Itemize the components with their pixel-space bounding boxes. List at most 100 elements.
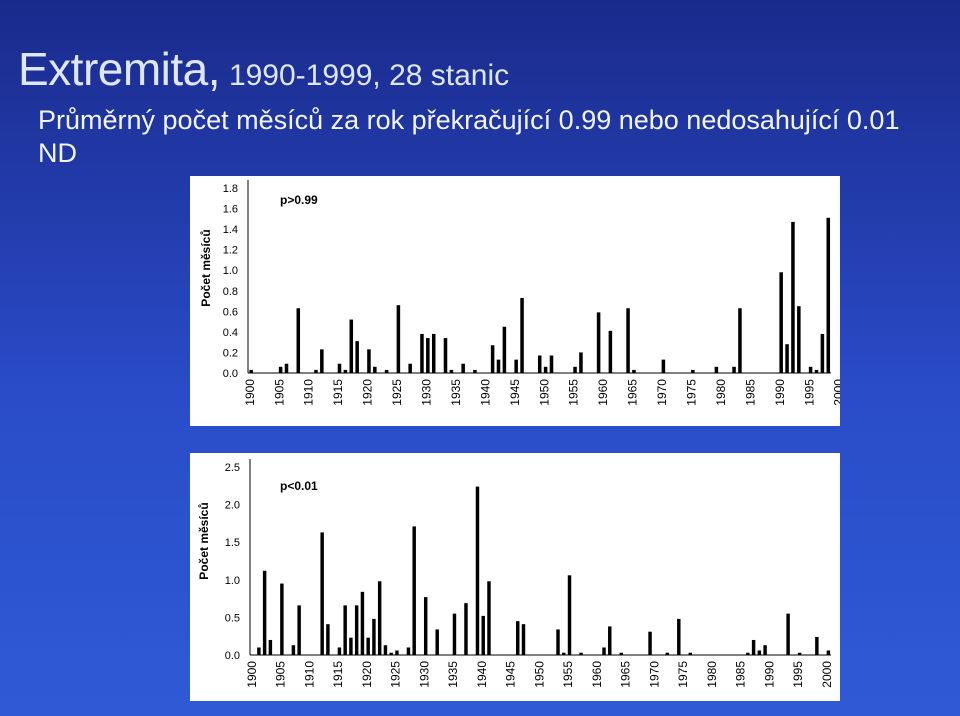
bar <box>373 366 377 373</box>
y-tick-label: 0.0 <box>225 650 240 662</box>
bar <box>384 369 389 373</box>
bar <box>278 366 283 373</box>
x-tick-label: 1975 <box>684 379 698 406</box>
bar <box>732 366 736 373</box>
x-tick-label: 1945 <box>508 379 522 406</box>
bar <box>284 363 289 373</box>
x-tick-label: 1995 <box>791 661 805 688</box>
bar <box>262 570 267 655</box>
bar <box>481 615 485 655</box>
x-tick-label: 1930 <box>419 379 433 406</box>
x-tick-label: 1915 <box>331 379 345 406</box>
bar <box>337 647 342 655</box>
bar <box>431 333 436 373</box>
x-tick-label: 1900 <box>245 661 259 688</box>
bar <box>520 297 524 373</box>
bar <box>797 652 802 655</box>
x-tick-label: 1900 <box>243 379 257 406</box>
bar <box>249 369 253 373</box>
bar <box>751 639 756 655</box>
bar <box>691 369 695 373</box>
bar <box>257 647 261 655</box>
x-tick-label: 1930 <box>417 661 431 688</box>
bar <box>786 613 790 655</box>
bar <box>326 624 330 655</box>
bar <box>785 344 789 373</box>
bar <box>366 637 370 655</box>
bar <box>280 583 284 655</box>
x-tick-label: 1920 <box>361 379 375 406</box>
x-tick-label: 1905 <box>272 379 286 406</box>
bar <box>779 272 783 373</box>
bar <box>396 305 401 373</box>
chart-exceeding-099: 0.0 0.2 0.4 0.6 0.8 1.0 1.2 1.4 1.6 1.8 1900 1905 19… <box>190 176 840 426</box>
chart-bottom-svg: 0.0 0.5 1.0 1.5 2.0 2.5 1900 1905 1910 1915 1920 19… <box>197 459 834 688</box>
bar <box>826 650 831 655</box>
y-axis-label: Počet měsíců <box>199 229 213 306</box>
x-tick-label: 1965 <box>626 379 640 406</box>
bar <box>464 603 468 655</box>
chart-below-001: 0.0 0.5 1.0 1.5 2.0 2.5 1900 1905 1910 1915 1920 19… <box>190 453 840 701</box>
x-tick-label: 1910 <box>302 661 316 688</box>
bar <box>372 618 376 655</box>
bar <box>320 532 324 655</box>
bar <box>556 629 560 655</box>
bar <box>602 647 606 655</box>
x-tick-label: 1985 <box>734 661 748 688</box>
x-tick-label: 1910 <box>302 379 316 406</box>
x-tick-label: 1940 <box>478 379 492 406</box>
chart-annotation: p>0.99 <box>280 193 318 207</box>
y-tick-label: 1.6 <box>223 204 238 216</box>
bar <box>452 613 457 655</box>
x-tick-label: 2000 <box>820 661 834 688</box>
bar <box>320 349 324 373</box>
bar <box>354 605 359 655</box>
bar <box>815 636 819 655</box>
bar <box>567 575 572 655</box>
bar <box>314 369 318 373</box>
x-tick-label: 1990 <box>773 379 787 406</box>
bar <box>808 366 813 373</box>
slide-title: Extremita, 1990-1999, 28 stanic <box>18 42 509 96</box>
y-tick-label: 2.0 <box>225 500 240 512</box>
bar <box>549 355 554 373</box>
y-tick-label: 0.6 <box>223 306 238 318</box>
bar <box>826 217 831 373</box>
y-tick-label: 0.5 <box>225 612 240 624</box>
bar <box>343 605 347 655</box>
x-tick-label: 1980 <box>705 661 719 688</box>
bar <box>291 645 296 655</box>
x-tick-label: 1905 <box>274 661 288 688</box>
bar <box>423 597 428 655</box>
bar <box>632 369 636 373</box>
bar <box>337 363 342 373</box>
bar <box>814 369 819 373</box>
bar <box>791 221 795 373</box>
bar <box>648 631 652 655</box>
x-tick-label: 1955 <box>567 379 581 406</box>
bar <box>596 312 601 373</box>
bar <box>797 306 801 373</box>
x-tick-label: 1935 <box>446 661 460 688</box>
x-tick-label: 1960 <box>596 379 610 406</box>
x-tick-label: 1955 <box>561 661 575 688</box>
bar <box>608 626 612 655</box>
x-tick-label: 1920 <box>360 661 374 688</box>
y-tick-label: 0.2 <box>223 347 238 359</box>
x-tick-label: 1945 <box>504 661 518 688</box>
x-tick-label: 1925 <box>389 661 403 688</box>
bar <box>562 652 566 655</box>
x-tick-label: 1935 <box>449 379 463 406</box>
y-tick-label: 2.5 <box>225 462 240 474</box>
slide-subtitle: Průměrný počet měsíců za rok překračujíc… <box>38 105 900 168</box>
bar <box>490 345 495 373</box>
bar <box>487 581 491 655</box>
bar <box>619 652 624 655</box>
x-tick-label: 1915 <box>331 661 345 688</box>
y-tick-label: 1.5 <box>225 537 240 549</box>
bar <box>349 319 354 373</box>
x-tick-label: 1985 <box>743 379 757 406</box>
bar <box>435 629 439 655</box>
bar <box>449 369 454 373</box>
bar <box>343 369 348 373</box>
